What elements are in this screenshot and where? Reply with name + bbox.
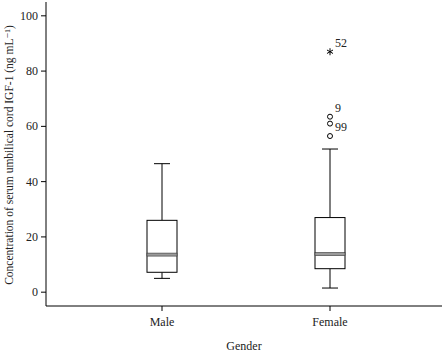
x-axis-label: Gender — [226, 339, 261, 353]
x-tick-label: Female — [312, 315, 347, 329]
box — [315, 218, 345, 269]
y-tick-label: 0 — [32, 285, 38, 299]
outlier — [328, 114, 333, 119]
whisker-cap-high — [154, 163, 170, 164]
y-axis-label: Concentration of serum umbilical cord IG… — [3, 25, 16, 285]
chart: 0 20 40 60 80 100 Male Female Gender Concentratio… — [0, 0, 442, 358]
y-tick-label: 20 — [26, 230, 38, 244]
x-tick — [330, 306, 331, 311]
y-tick — [41, 236, 46, 237]
whisker-low — [330, 269, 331, 288]
box — [147, 220, 177, 272]
y-axis — [46, 2, 47, 306]
whisker-low — [162, 272, 163, 278]
y-tick — [41, 126, 46, 127]
y-tick-label: 40 — [26, 175, 38, 189]
outlier-label: 52 — [335, 36, 347, 50]
x-tick — [162, 306, 163, 311]
median — [147, 253, 177, 256]
y-tick — [41, 181, 46, 182]
plot-marks — [147, 48, 345, 288]
y-tick-label: 60 — [26, 119, 38, 133]
whisker-high — [330, 149, 331, 218]
whisker-high — [162, 164, 163, 221]
outlier-label: 9 — [335, 101, 341, 115]
whisker-cap-low — [322, 288, 338, 289]
outlier — [328, 121, 333, 126]
outlier-labels: 52999 — [335, 36, 347, 134]
median — [315, 253, 345, 256]
x-tick-label: Male — [150, 315, 175, 329]
y-tick-label: 80 — [26, 64, 38, 78]
outlier-label: 99 — [335, 120, 347, 134]
whisker-cap-low — [154, 278, 170, 279]
x-axis — [46, 306, 442, 307]
whisker-cap-high — [322, 149, 338, 150]
y-tick — [41, 71, 46, 72]
outlier-extreme — [327, 48, 333, 55]
y-tick — [41, 15, 46, 16]
y-tick — [41, 292, 46, 293]
y-tick-label: 100 — [20, 9, 38, 23]
outlier — [328, 134, 333, 139]
